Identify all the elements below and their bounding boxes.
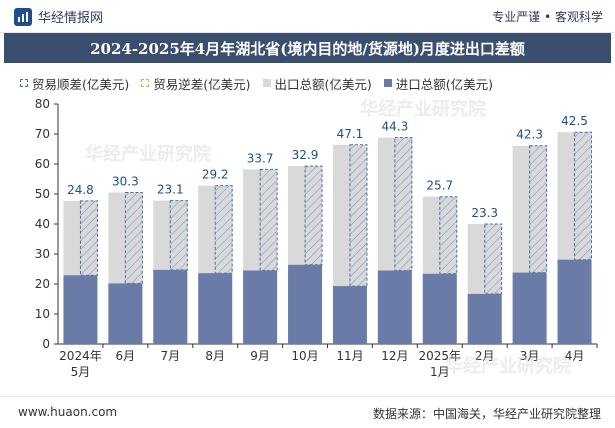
x-tick-label: 7月: [160, 349, 180, 363]
top-bar: 华经情报网 专业严谨 • 客观科学: [0, 0, 615, 33]
surplus-bar: [170, 200, 188, 270]
y-tick-label: 80: [35, 97, 50, 111]
surplus-bar-outline: [214, 185, 233, 274]
footer: www.huaon.com 数据来源：中国海关，华经产业研究院整理: [0, 396, 615, 428]
import-bar: [288, 264, 323, 344]
y-tick-label: 40: [35, 217, 50, 231]
legend-swatch-export: [262, 79, 271, 87]
surplus-data-label: 24.8: [67, 183, 94, 197]
surplus-data-label: 42.5: [561, 114, 588, 128]
chart-legend: 贸易顺差(亿美元) 贸易逆差(亿美元) 出口总额(亿美元) 进口总额(亿美元): [20, 74, 505, 92]
y-tick-label: 0: [42, 337, 50, 351]
surplus-bar: [215, 185, 233, 274]
import-bar: [153, 269, 188, 344]
import-bar: [198, 273, 233, 344]
surplus-bar: [484, 224, 502, 294]
surplus-bar: [349, 144, 367, 287]
surplus-data-label: 30.3: [112, 175, 139, 189]
import-bar: [243, 270, 278, 344]
legend-item-deficit: 贸易逆差(亿美元): [141, 74, 251, 93]
legend-label-deficit: 贸易逆差(亿美元): [153, 76, 251, 92]
surplus-bar-outline: [439, 196, 458, 275]
x-tick-label: 2025年 1月: [419, 349, 462, 379]
legend-swatch-import: [383, 79, 392, 87]
import-bar: [467, 293, 502, 344]
x-tick-label: 3月: [520, 349, 540, 363]
surplus-bar: [439, 196, 457, 274]
surplus-bar-outline: [169, 200, 188, 271]
x-tick-label: 2月: [475, 349, 495, 363]
y-tick-label: 60: [35, 157, 50, 171]
tagline: 专业严谨 • 客观科学: [492, 10, 603, 24]
y-tick-label: 20: [35, 277, 50, 291]
surplus-bar: [529, 145, 547, 273]
brand[interactable]: 华经情报网: [14, 7, 103, 26]
legend-label-surplus: 贸易顺差(亿美元): [32, 76, 130, 92]
chart-title: 2024-2025年4月年湖北省(境内目的地/货源地)月度进出口差额: [4, 33, 611, 63]
brand-logo-icon: [14, 7, 32, 26]
surplus-data-label: 23.1: [157, 183, 184, 197]
legend-item-surplus: 贸易顺差(亿美元): [20, 74, 129, 93]
legend-label-export: 出口总额(亿美元): [274, 76, 372, 92]
surplus-bar: [125, 192, 143, 284]
y-tick-label: 70: [35, 127, 50, 141]
import-bar: [557, 259, 592, 344]
chart-plot: 0 10 20 30 40 50 60 70 80 24.8 2024年 5月 30.3 6月 23.1 7月…: [35, 97, 598, 379]
surplus-bar: [574, 132, 592, 260]
x-tick-label: 11月: [336, 349, 363, 363]
surplus-data-label: 25.7: [426, 179, 453, 193]
x-tick-label: 12月: [381, 349, 408, 363]
surplus-bar: [260, 169, 278, 271]
y-tick-label: 50: [35, 187, 50, 201]
legend-item-export: 出口总额(亿美元): [262, 74, 372, 93]
x-tick-label: 6月: [116, 349, 136, 363]
brand-name: 华经情报网: [38, 11, 104, 26]
import-bar: [63, 275, 98, 344]
surplus-bar: [305, 166, 323, 265]
y-tick-label: 30: [35, 247, 50, 261]
legend-label-import: 进口总额(亿美元): [395, 76, 494, 92]
legend-item-import: 进口总额(亿美元): [383, 74, 494, 93]
x-tick-label: 10月: [291, 349, 318, 363]
x-tick-label: 9月: [250, 349, 270, 363]
surplus-data-label: 23.3: [471, 206, 498, 220]
surplus-data-label: 44.3: [382, 120, 409, 134]
import-bar: [332, 286, 367, 344]
import-bar: [108, 283, 143, 344]
import-bar: [422, 273, 457, 344]
site-link[interactable]: www.huaon.com: [18, 405, 118, 419]
surplus-bar: [394, 137, 412, 271]
y-tick-label: 10: [35, 307, 50, 321]
import-bar: [512, 272, 547, 344]
surplus-bar-outline: [79, 200, 98, 276]
surplus-data-label: 42.3: [516, 128, 543, 142]
legend-swatch-deficit: [141, 79, 150, 87]
surplus-data-label: 47.1: [337, 127, 364, 141]
surplus-data-label: 32.9: [292, 148, 319, 162]
surplus-data-label: 29.2: [202, 168, 229, 182]
surplus-data-label: 33.7: [247, 151, 274, 165]
x-tick-label: 4月: [565, 349, 585, 363]
import-bar: [377, 270, 412, 344]
data-source: 数据来源：中国海关，华经产业研究院整理: [372, 407, 601, 421]
surplus-bar: [80, 200, 98, 276]
x-tick-label: 8月: [205, 349, 225, 363]
surplus-bar-outline: [304, 165, 323, 266]
x-tick-label: 2024年 5月: [59, 349, 102, 379]
legend-swatch-surplus: [20, 79, 28, 87]
